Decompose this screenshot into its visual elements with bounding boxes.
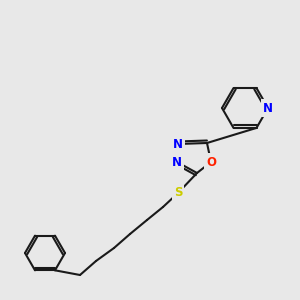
Text: S: S xyxy=(174,187,182,200)
Text: N: N xyxy=(172,155,182,169)
Text: N: N xyxy=(263,101,273,115)
Text: N: N xyxy=(173,137,183,151)
Text: O: O xyxy=(206,155,216,169)
